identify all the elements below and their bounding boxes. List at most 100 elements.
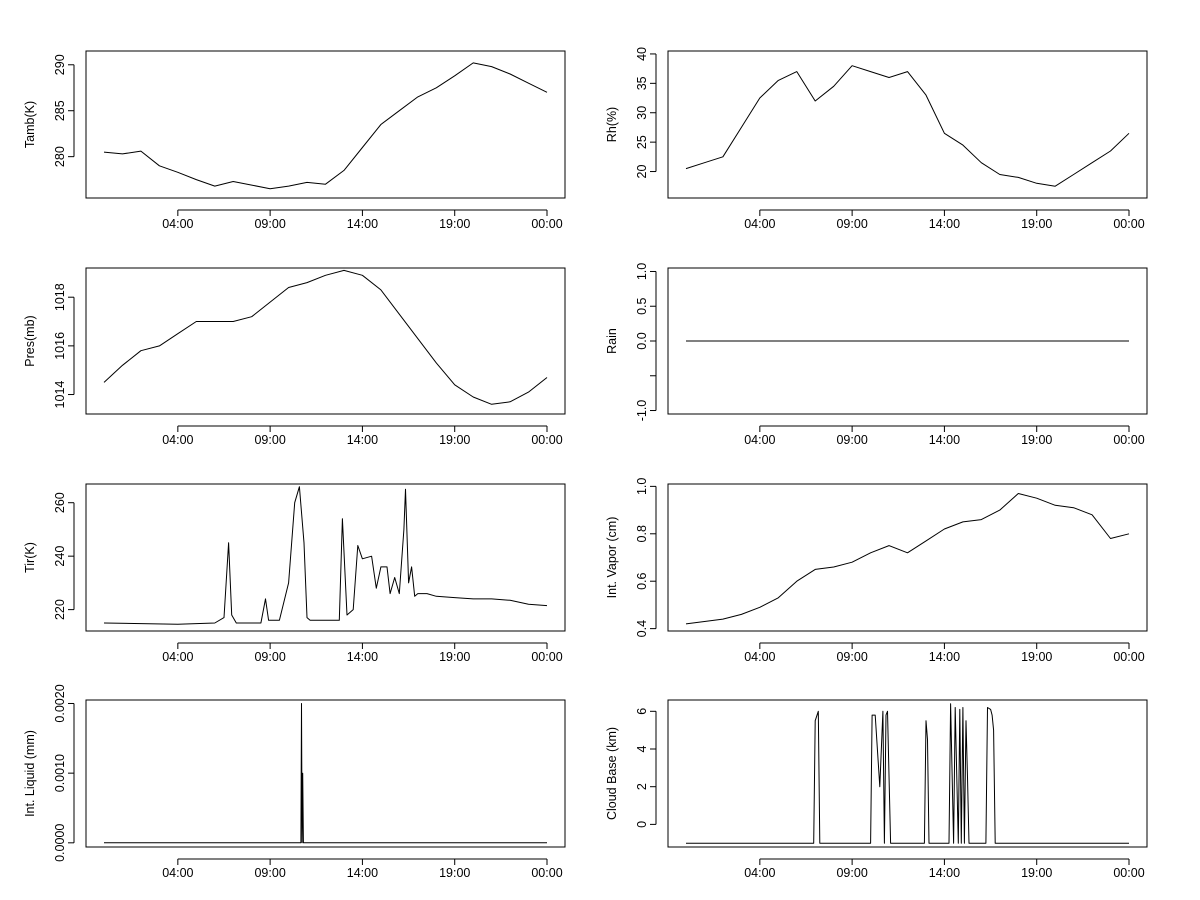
x-tick-label: 09:00 — [836, 217, 867, 231]
x-tick-label: 09:00 — [254, 650, 285, 664]
plot-frame — [667, 483, 1148, 632]
y-tick-label: 285 — [53, 100, 67, 121]
y-tick-label: 260 — [53, 492, 67, 513]
series-line — [103, 62, 548, 190]
x-tick-label: 19:00 — [439, 433, 470, 447]
x-tick-label: 14:00 — [929, 217, 960, 231]
x-tick-label: 04:00 — [162, 433, 193, 447]
x-tick-label: 09:00 — [836, 866, 867, 880]
x-tick-label: 19:00 — [1021, 217, 1052, 231]
x-tick-label: 04:00 — [162, 650, 193, 664]
x-tick-label: 00:00 — [531, 866, 562, 880]
y-axis-label: Cloud Base (km) — [605, 727, 619, 820]
series-line — [685, 65, 1130, 187]
x-tick-label: 09:00 — [254, 217, 285, 231]
x-tick-label: 14:00 — [929, 650, 960, 664]
y-axis-label: Rain — [605, 328, 619, 354]
y-axis-label: Tamb(K) — [23, 101, 37, 148]
y-tick-label: 0.0020 — [53, 684, 67, 722]
y-tick-label: 1016 — [53, 332, 67, 360]
y-tick-label: 0 — [635, 821, 649, 828]
plot-frame — [85, 50, 566, 199]
y-tick-label: 1.0 — [635, 263, 649, 280]
y-tick-label: 0.4 — [635, 620, 649, 637]
y-tick-label: 2 — [635, 783, 649, 790]
series-line — [103, 486, 548, 625]
y-tick-label: 0.5 — [635, 298, 649, 315]
x-tick-label: 14:00 — [347, 433, 378, 447]
x-tick-label: 14:00 — [929, 866, 960, 880]
x-tick-label: 19:00 — [439, 650, 470, 664]
y-tick-label: 0.8 — [635, 525, 649, 542]
panel-4: 04:00 09:00 14:00 19:00 00:00 220 240 260 Tir(K) — [23, 483, 566, 664]
y-tick-label: 1018 — [53, 283, 67, 311]
y-tick-label: 220 — [53, 599, 67, 620]
x-tick-label: 19:00 — [439, 866, 470, 880]
x-tick-label: 19:00 — [439, 217, 470, 231]
x-tick-label: 00:00 — [531, 433, 562, 447]
x-tick-label: 04:00 — [744, 650, 775, 664]
series-line — [685, 493, 1130, 625]
plot-frame — [85, 267, 566, 415]
plot-frame — [85, 483, 566, 632]
x-tick-label: 04:00 — [744, 433, 775, 447]
x-tick-label: 00:00 — [1113, 433, 1144, 447]
panel-5: 04:00 09:00 14:00 19:00 00:00 0.4 0.6 0.8 1.0 Int… — [605, 478, 1148, 664]
x-tick-label: 19:00 — [1021, 433, 1052, 447]
y-tick-label: 30 — [635, 106, 649, 120]
x-tick-label: 00:00 — [1113, 217, 1144, 231]
y-axis-label: Tir(K) — [23, 542, 37, 573]
x-tick-label: 09:00 — [254, 433, 285, 447]
x-tick-label: 04:00 — [162, 217, 193, 231]
plot-frame — [667, 267, 1148, 415]
panel-7: 04:00 09:00 14:00 19:00 00:00 0 2 4 6 Cloud Base … — [605, 699, 1148, 880]
x-tick-label: 14:00 — [347, 650, 378, 664]
y-axis-label: Int. Liquid (mm) — [23, 730, 37, 817]
plot-frame — [667, 50, 1148, 199]
panel-3: 04:00 09:00 14:00 19:00 00:00 -1.0 0.0 0.5 1.0 Ra… — [605, 263, 1148, 447]
x-tick-label: 00:00 — [531, 650, 562, 664]
y-tick-label: 35 — [635, 76, 649, 90]
x-tick-label: 04:00 — [162, 866, 193, 880]
plot-frame — [667, 699, 1148, 848]
x-tick-label: 04:00 — [744, 217, 775, 231]
y-tick-label: 0.0010 — [53, 754, 67, 792]
series-line — [104, 703, 547, 844]
y-tick-label: -1.0 — [635, 400, 649, 422]
plot-frame — [85, 699, 566, 848]
y-tick-label: 240 — [53, 546, 67, 567]
panel-6: 04:00 09:00 14:00 19:00 00:00 0.0000 0.0010 0.0… — [23, 684, 566, 880]
x-tick-label: 00:00 — [531, 217, 562, 231]
x-tick-label: 04:00 — [744, 866, 775, 880]
panel-1: 04:00 09:00 14:00 19:00 00:00 20 25 30 35 40 Rh(%) — [605, 47, 1148, 231]
series-line — [103, 269, 548, 405]
y-tick-label: 40 — [635, 47, 649, 61]
panel-0: 04:00 09:00 14:00 19:00 00:00 280 285 290 Tamb(K… — [23, 50, 566, 231]
x-tick-label: 19:00 — [1021, 650, 1052, 664]
x-tick-label: 19:00 — [1021, 866, 1052, 880]
x-tick-label: 14:00 — [347, 866, 378, 880]
x-tick-label: 14:00 — [347, 217, 378, 231]
y-tick-label: 0.0 — [635, 332, 649, 349]
y-tick-label: 1014 — [53, 381, 67, 409]
panel-2: 04:00 09:00 14:00 19:00 00:00 1014 1016 1018 Pre… — [23, 267, 566, 447]
y-tick-label: 4 — [635, 745, 649, 752]
x-tick-label: 09:00 — [836, 433, 867, 447]
x-tick-label: 00:00 — [1113, 866, 1144, 880]
y-tick-label: 20 — [635, 165, 649, 179]
x-tick-label: 00:00 — [1113, 650, 1144, 664]
y-tick-label: 1.0 — [635, 478, 649, 495]
x-tick-label: 09:00 — [254, 866, 285, 880]
y-axis-label: Int. Vapor (cm) — [605, 517, 619, 599]
y-tick-label: 6 — [635, 708, 649, 715]
y-tick-label: 280 — [53, 146, 67, 167]
y-axis-label: Rh(%) — [605, 107, 619, 142]
y-tick-label: 25 — [635, 135, 649, 149]
y-tick-label: 290 — [53, 54, 67, 75]
series-line — [686, 703, 1129, 844]
x-tick-label: 14:00 — [929, 433, 960, 447]
y-tick-label: 0.0000 — [53, 824, 67, 862]
y-axis-label: Pres(mb) — [23, 315, 37, 366]
y-tick-label: 0.6 — [635, 572, 649, 589]
